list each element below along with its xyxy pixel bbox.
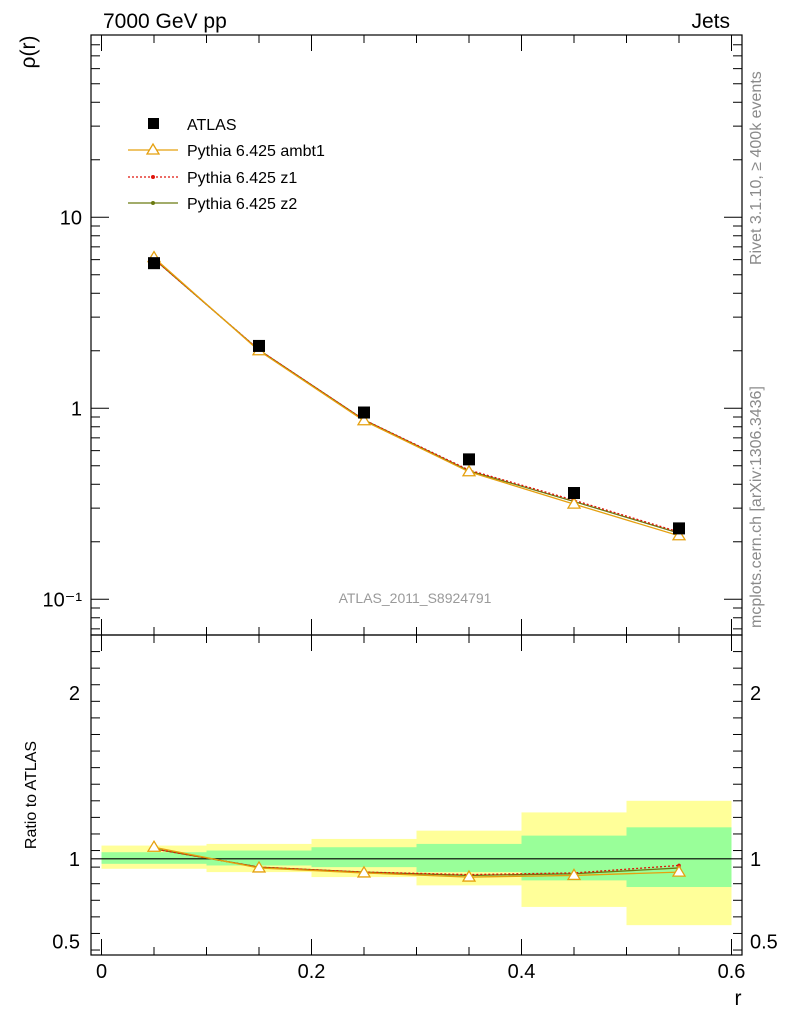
- band-inner-0: [101, 852, 207, 864]
- legend-z1-label: Pythia 6.425 z1: [187, 170, 297, 187]
- ratio-ambt1-point: [566, 868, 582, 881]
- ratio-plot-frame: [90, 634, 743, 956]
- data-layer: [146, 250, 687, 882]
- legend: ATLAS Pythia 6.425 ambt1 Pythia 6.425 z1…: [128, 117, 325, 213]
- band-inner-3: [416, 843, 522, 873]
- legend-z1-marker: [151, 175, 155, 179]
- ratio-y-tick-label-right: 0.5: [750, 932, 778, 954]
- legend-ambt1-label: Pythia 6.425 ambt1: [187, 143, 325, 160]
- main-y-tick-label: 10⁻¹: [43, 589, 83, 611]
- ratio-ambt1-point: [146, 839, 162, 852]
- main-z1-line: [153, 258, 680, 533]
- main-y-tick-label: 1: [71, 398, 82, 420]
- main-atlas-point: [463, 453, 475, 466]
- x-tick-label: 0: [96, 961, 107, 983]
- ratio-y-tick-label-left: 2: [69, 683, 80, 705]
- rivet-label: Rivet 3.1.10, ≥ 400k events: [748, 71, 765, 265]
- band-inner-1: [206, 850, 312, 866]
- x-tick-label: 0.2: [298, 961, 326, 983]
- ratio-ambt1-point: [461, 869, 477, 882]
- ratio-ambt1-point: [671, 864, 687, 877]
- main-atlas-point: [673, 522, 685, 535]
- band-inner-5: [626, 827, 732, 888]
- legend-z2-marker: [151, 201, 155, 205]
- main-ambt1-point: [566, 496, 582, 509]
- band-inner-2: [311, 847, 417, 868]
- main-y-axis-label: ρ(r): [17, 36, 40, 69]
- main-atlas-point: [148, 257, 160, 270]
- main-ambt1-point: [461, 464, 477, 477]
- ratio-ambt1-line: [153, 846, 680, 878]
- axes-ticks: 0 0.2 0.4 0.6 10⁻¹ 1 10 0.5 0.5 1 1 2 2: [43, 34, 778, 983]
- legend-atlas-label: ATLAS: [187, 117, 237, 134]
- header-right: Jets: [691, 10, 730, 33]
- main-z2-line: [153, 258, 680, 534]
- x-axis-label: r: [735, 987, 742, 1010]
- ratio-y-tick-label-left: 1: [69, 849, 80, 871]
- ratio-y-tick-label-right: 1: [750, 849, 761, 871]
- ratio-y-tick-label-right: 2: [750, 683, 761, 705]
- x-tick-label: 0.6: [718, 961, 746, 983]
- mcplots-label: mcplots.cern.ch [arXiv:1306.3436]: [748, 386, 765, 628]
- ratio-ambt1-point: [356, 865, 372, 878]
- header-left: 7000 GeV pp: [103, 10, 227, 33]
- main-ambt1-line: [153, 257, 680, 537]
- legend-atlas-marker: [148, 118, 159, 129]
- main-y-tick-label: 10: [60, 207, 82, 229]
- main-ambt1-point: [671, 528, 687, 541]
- main-atlas-point: [358, 406, 370, 419]
- legend-ambt1-marker: [145, 142, 161, 155]
- ratio-uncertainty-bands: [91, 800, 742, 926]
- main-atlas-point: [568, 487, 580, 500]
- main-ambt1-point: [356, 413, 372, 426]
- x-tick-label: 0.4: [508, 961, 536, 983]
- ratio-y-tick-label-left: 0.5: [52, 932, 80, 954]
- legend-z2-label: Pythia 6.425 z2: [187, 196, 297, 213]
- ratio-ambt1-point: [251, 860, 267, 873]
- ratio-y-axis-label: Ratio to ATLAS: [23, 741, 40, 849]
- analysis-label: ATLAS_2011_S8924791: [339, 590, 492, 606]
- main-atlas-point: [253, 339, 265, 352]
